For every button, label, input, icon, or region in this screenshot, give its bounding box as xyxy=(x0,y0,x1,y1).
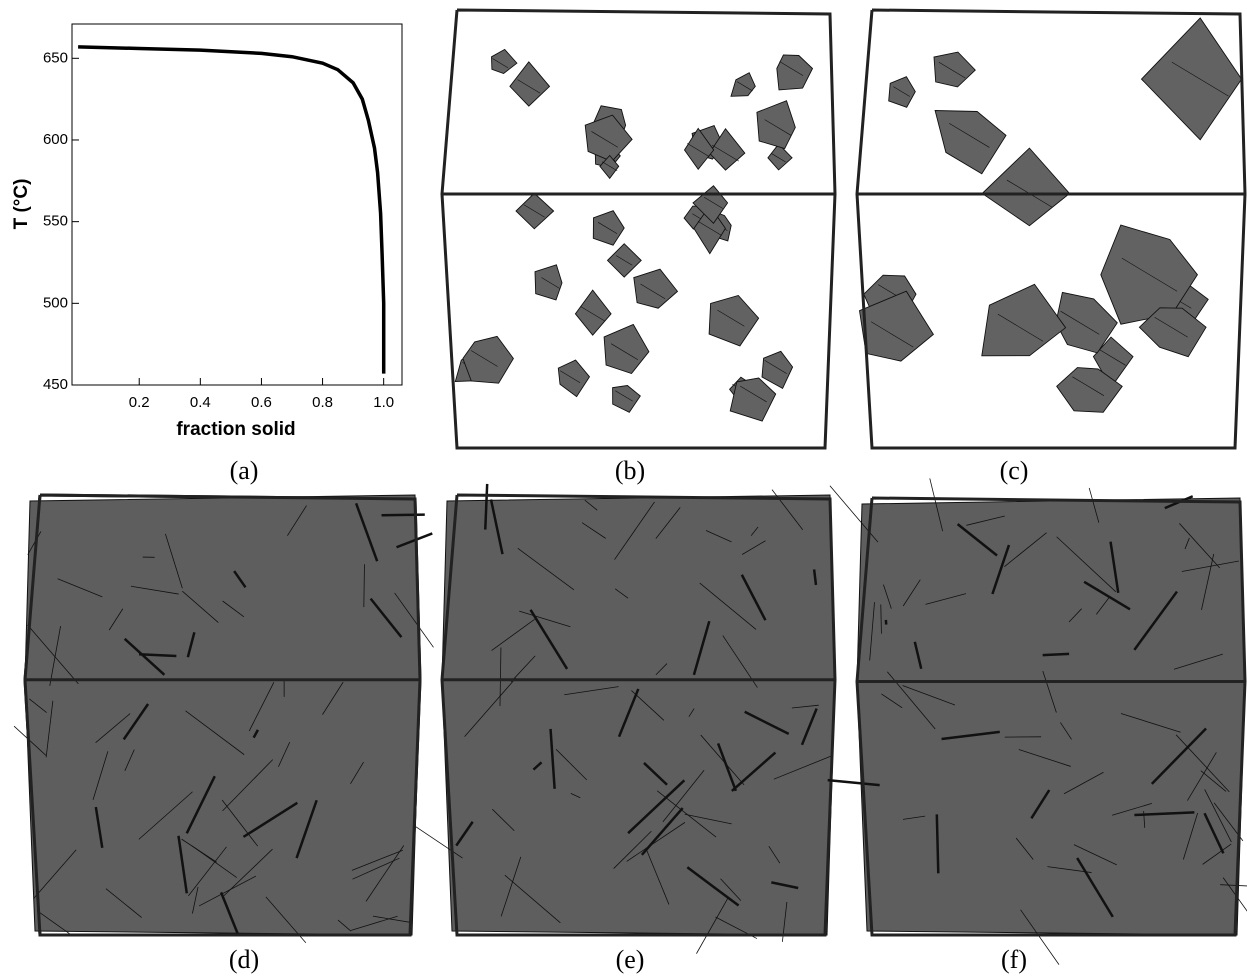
grain xyxy=(762,351,793,388)
grain xyxy=(777,55,813,90)
panel-label: (c) xyxy=(1000,456,1029,485)
panel-label: (a) xyxy=(230,456,259,485)
mesh-edge xyxy=(1043,654,1069,655)
grain xyxy=(593,211,624,246)
grain xyxy=(558,360,589,397)
grain xyxy=(510,62,550,106)
x-tick-label: 0.2 xyxy=(129,394,150,411)
panel-label: (d) xyxy=(229,945,259,974)
data-line xyxy=(78,47,384,374)
x-tick-label: 0.4 xyxy=(190,394,211,411)
solid-block xyxy=(857,498,1245,935)
grain xyxy=(613,386,641,413)
x-axis-label: fraction solid xyxy=(176,419,295,440)
grain xyxy=(730,378,776,421)
y-tick-label: 600 xyxy=(43,131,68,148)
grain xyxy=(731,73,755,97)
solid-block xyxy=(25,495,420,935)
mesh-edge xyxy=(937,814,938,873)
panel-label: (f) xyxy=(1001,945,1027,974)
mesh-edge xyxy=(382,515,425,516)
y-tick-label: 500 xyxy=(43,294,68,311)
grain xyxy=(1142,18,1242,140)
grain xyxy=(604,325,649,374)
grain xyxy=(934,52,975,87)
grain xyxy=(463,336,514,383)
grain xyxy=(982,284,1066,356)
panel-label: (b) xyxy=(615,456,645,485)
y-axis-label: T (°C) xyxy=(11,179,32,230)
grain xyxy=(935,111,1006,174)
panel-label: (e) xyxy=(616,945,645,974)
grain xyxy=(634,269,678,308)
grain xyxy=(575,290,611,335)
grain xyxy=(709,296,759,346)
y-tick-label: 650 xyxy=(43,49,68,66)
grain xyxy=(982,148,1069,226)
y-tick-label: 550 xyxy=(43,213,68,230)
y-tick-label: 450 xyxy=(43,376,68,393)
x-tick-label: 0.6 xyxy=(251,394,272,411)
grain xyxy=(492,49,517,73)
plot-frame xyxy=(72,24,402,385)
figure: fraction solid T (°C) (a) (b) (c) (d) (e… xyxy=(0,0,1247,977)
grain xyxy=(757,101,795,149)
grain xyxy=(768,144,792,170)
solid-block xyxy=(442,495,835,935)
x-tick-label: 1.0 xyxy=(373,394,394,411)
x-tick-label: 0.8 xyxy=(312,394,333,411)
grain xyxy=(535,265,562,300)
page: {"chart_data": {"type": "line", "x_label… xyxy=(0,0,1247,977)
